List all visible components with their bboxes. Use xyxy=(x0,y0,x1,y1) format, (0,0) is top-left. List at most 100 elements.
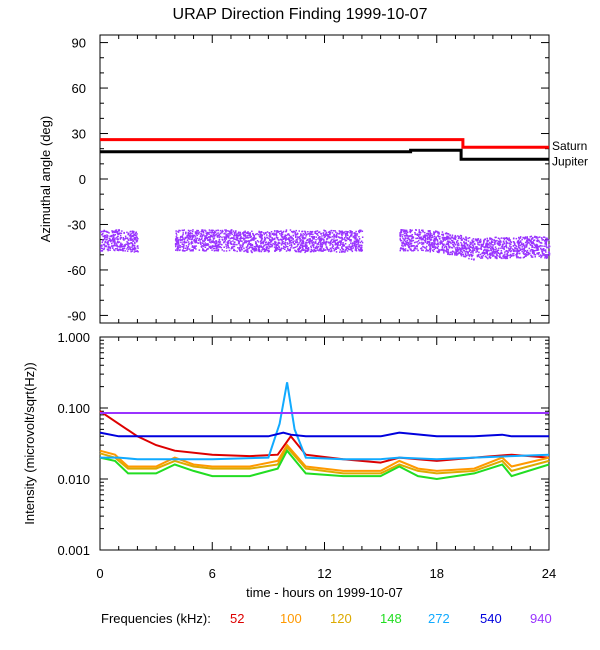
azimuth-point xyxy=(436,250,438,253)
azimuth-point xyxy=(292,230,294,233)
azimuth-point xyxy=(234,249,236,252)
azimuth-point xyxy=(213,242,215,244)
azimuth-point xyxy=(205,237,208,239)
azimuth-point xyxy=(261,247,264,249)
azimuth-point xyxy=(348,236,351,238)
azimuth-point xyxy=(475,251,477,253)
azimuth-point xyxy=(304,231,307,233)
azimuth-point xyxy=(335,239,337,242)
azimuth-point xyxy=(212,229,214,232)
azimuth-point xyxy=(320,239,323,242)
azimuth-point xyxy=(313,236,315,239)
azimuth-point xyxy=(340,236,343,239)
azimuth-point xyxy=(494,248,496,251)
intensity-line-52 xyxy=(99,410,550,464)
azimuth-point xyxy=(520,243,523,246)
azimuth-point xyxy=(473,249,476,251)
azimuth-point xyxy=(311,244,314,246)
azimuth-point xyxy=(301,237,304,240)
azimuth-point xyxy=(448,253,451,256)
azimuth-point xyxy=(300,242,302,244)
azimuth-point xyxy=(329,242,331,244)
azimuth-point xyxy=(320,249,322,251)
azimuth-point xyxy=(234,243,236,246)
azimuth-point xyxy=(353,243,356,245)
azimuth-point xyxy=(342,251,345,253)
azimuth-point xyxy=(249,232,251,234)
azimuth-point xyxy=(194,241,197,244)
azimuth-point xyxy=(232,230,235,232)
azimuth-point xyxy=(269,242,271,244)
azimuth-point xyxy=(287,243,289,245)
azimuth-point xyxy=(217,249,220,251)
azimuth-point xyxy=(105,238,108,241)
azimuth-point xyxy=(403,230,406,232)
azimuth-point xyxy=(108,239,110,242)
azimuth-point xyxy=(208,238,210,241)
azimuth-point xyxy=(180,241,182,244)
azimuth-point xyxy=(472,247,474,249)
azimuth-point xyxy=(503,248,505,251)
azimuth-point xyxy=(454,252,456,254)
azimuth-point xyxy=(101,244,103,246)
azimuth-point xyxy=(100,247,102,249)
azimuth-point xyxy=(289,229,292,231)
azimuth-point xyxy=(432,233,435,235)
azimuth-point xyxy=(312,242,314,244)
azimuth-point xyxy=(447,243,450,246)
azimuth-point xyxy=(481,257,484,259)
azimuth-point xyxy=(515,255,518,258)
azimuth-point xyxy=(115,230,117,233)
y-axis-label-top: Azimuthal angle (deg) xyxy=(38,116,53,242)
azimuth-point xyxy=(468,257,470,260)
azimuth-point xyxy=(215,234,217,236)
azimuth-point xyxy=(295,235,297,238)
azimuth-point xyxy=(408,238,410,241)
azimuth-point xyxy=(544,239,547,241)
azimuth-point xyxy=(285,244,287,246)
azimuth-point xyxy=(273,232,275,234)
azimuth-point xyxy=(486,249,488,251)
azimuth-point xyxy=(109,235,111,238)
azimuth-point xyxy=(428,243,430,246)
azimuth-point xyxy=(131,248,133,251)
azimuth-point xyxy=(219,243,221,245)
azimuth-point xyxy=(434,246,437,248)
azimuth-point xyxy=(530,235,533,238)
azimuth-point xyxy=(175,236,178,238)
azimuth-point xyxy=(297,248,300,250)
azimuth-point xyxy=(355,250,358,252)
azimuth-point xyxy=(175,249,177,251)
azimuth-point xyxy=(413,247,416,250)
azimuth-point xyxy=(472,250,474,252)
azimuth-point xyxy=(275,245,277,247)
azimuth-point xyxy=(490,237,492,240)
azimuth-point xyxy=(330,250,332,253)
azimuth-point xyxy=(224,229,226,231)
azimuth-point xyxy=(225,233,227,236)
intensity-line-540 xyxy=(99,431,549,438)
azimuth-point xyxy=(239,239,242,241)
azimuth-point xyxy=(418,234,420,236)
azimuth-point xyxy=(438,250,441,253)
azimuth-point xyxy=(519,249,522,251)
azimuth-point xyxy=(206,232,208,235)
azimuth-point xyxy=(429,249,431,252)
azimuth-point xyxy=(464,251,466,253)
azimuth-point xyxy=(349,246,352,248)
azimuth-point xyxy=(488,242,491,244)
azimuth-point xyxy=(409,243,411,246)
azimuth-point xyxy=(312,241,315,243)
azimuth-point xyxy=(294,249,296,252)
azimuth-point xyxy=(312,238,315,240)
azimuth-point xyxy=(227,230,229,232)
azimuth-point xyxy=(130,233,132,235)
azimuth-point xyxy=(225,235,227,237)
azimuth-point xyxy=(486,251,488,253)
azimuth-point xyxy=(330,239,332,242)
azimuth-point xyxy=(460,241,462,244)
azimuth-point xyxy=(116,232,118,234)
azimuth-point xyxy=(123,245,125,248)
azimuth-point xyxy=(512,255,514,257)
azimuth-point xyxy=(130,237,132,240)
